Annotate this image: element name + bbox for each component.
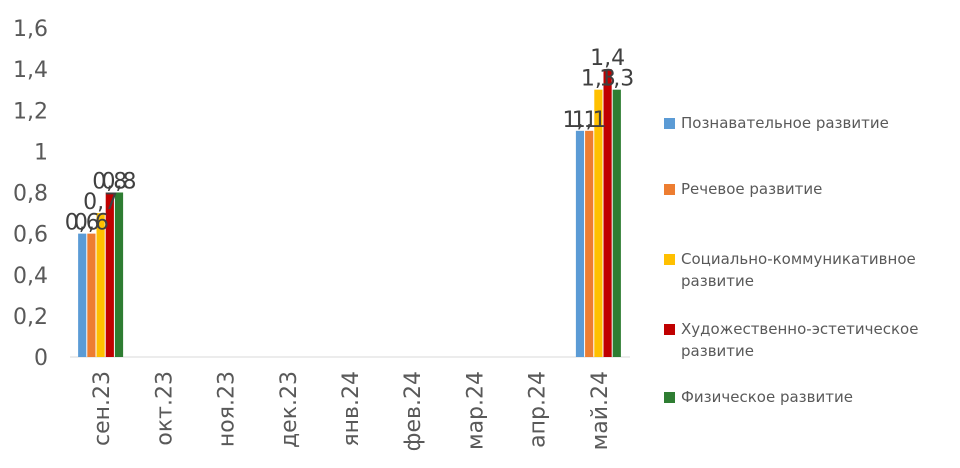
x-tick-label: фев.24 [401, 371, 426, 451]
legend-swatch [664, 324, 675, 335]
legend-swatch [664, 392, 675, 403]
bar [575, 130, 585, 357]
legend-item: Познавательное развитие [664, 112, 960, 134]
data-label: 1,3 [599, 67, 634, 92]
x-tick-label: май.24 [588, 371, 613, 450]
y-tick-label: 0,8 [13, 182, 48, 207]
y-tick-label: 1,6 [13, 17, 48, 42]
x-tick-label: мар.24 [463, 371, 488, 450]
x-tick-label: сен.23 [90, 371, 115, 446]
data-label: 1,4 [590, 46, 625, 71]
legend-label: Социально-коммуникативное развитие [681, 250, 916, 290]
bar [87, 233, 96, 357]
x-tick-label: ноя.23 [215, 371, 240, 447]
y-axis-ticks: 0 0,2 0,4 0,6 0,8 1 1,2 1,4 1,6 [13, 17, 48, 371]
y-tick-label: 0 [34, 346, 48, 371]
bar [603, 69, 612, 357]
bar-chart: 00,20,40,60,811,21,41,6 0,61,10,61,10,71… [13, 17, 635, 451]
x-tick-label: дек.23 [277, 371, 302, 448]
bar [96, 213, 105, 357]
legend-label: Физическое развитие [681, 388, 853, 406]
bars [78, 69, 621, 357]
y-tick-label: 0,6 [13, 223, 48, 248]
data-label: 0,8 [92, 170, 127, 195]
legend-item: Речевое развитие [664, 178, 960, 200]
x-axis-ticks: сен.23 окт.23 ноя.23 дек.23 янв.24 фев.24 мар.… [90, 371, 613, 451]
y-tick-label: 1 [34, 140, 48, 165]
data-label: 0,6 [65, 211, 100, 236]
data-label: 0,6 [74, 211, 109, 236]
legend-label: Художественно-эстетическое развитие [681, 320, 919, 360]
bar [105, 192, 114, 357]
x-tick-label: апр.24 [526, 371, 551, 448]
data-label: 1,1 [562, 108, 597, 133]
y-tick-label: 0,4 [13, 264, 48, 289]
legend-swatch [664, 118, 675, 129]
legend-item: Социально-коммуникативное развитие [664, 248, 960, 292]
legend-label: Речевое развитие [681, 180, 823, 198]
bar [78, 233, 87, 357]
legend-swatch [664, 184, 675, 195]
data-label: 0,8 [102, 170, 137, 195]
bar [594, 89, 603, 357]
y-tick-label: 1,2 [13, 99, 48, 124]
data-labels: 0,6 1,1 0,6 1,1 0,7 1,3 0,8 1,4 0,8 1,3 [65, 46, 635, 236]
data-label: 1,3 [581, 67, 616, 92]
data-label: 1,1 [572, 108, 607, 133]
y-tick-label: 0,2 [13, 305, 48, 330]
x-tick-label: окт.23 [152, 371, 177, 446]
legend-label: Познавательное развитие [681, 114, 889, 132]
bar [585, 130, 594, 357]
bar [612, 89, 621, 357]
x-tick-label: янв.24 [339, 371, 364, 447]
legend-item: Художественно-эстетическое развитие [664, 318, 960, 362]
data-label: 0,7 [83, 190, 118, 215]
bar [114, 192, 124, 357]
y-tick-label: 1,4 [13, 58, 48, 83]
legend-swatch [664, 254, 675, 265]
legend-item: Физическое развитие [664, 386, 960, 408]
